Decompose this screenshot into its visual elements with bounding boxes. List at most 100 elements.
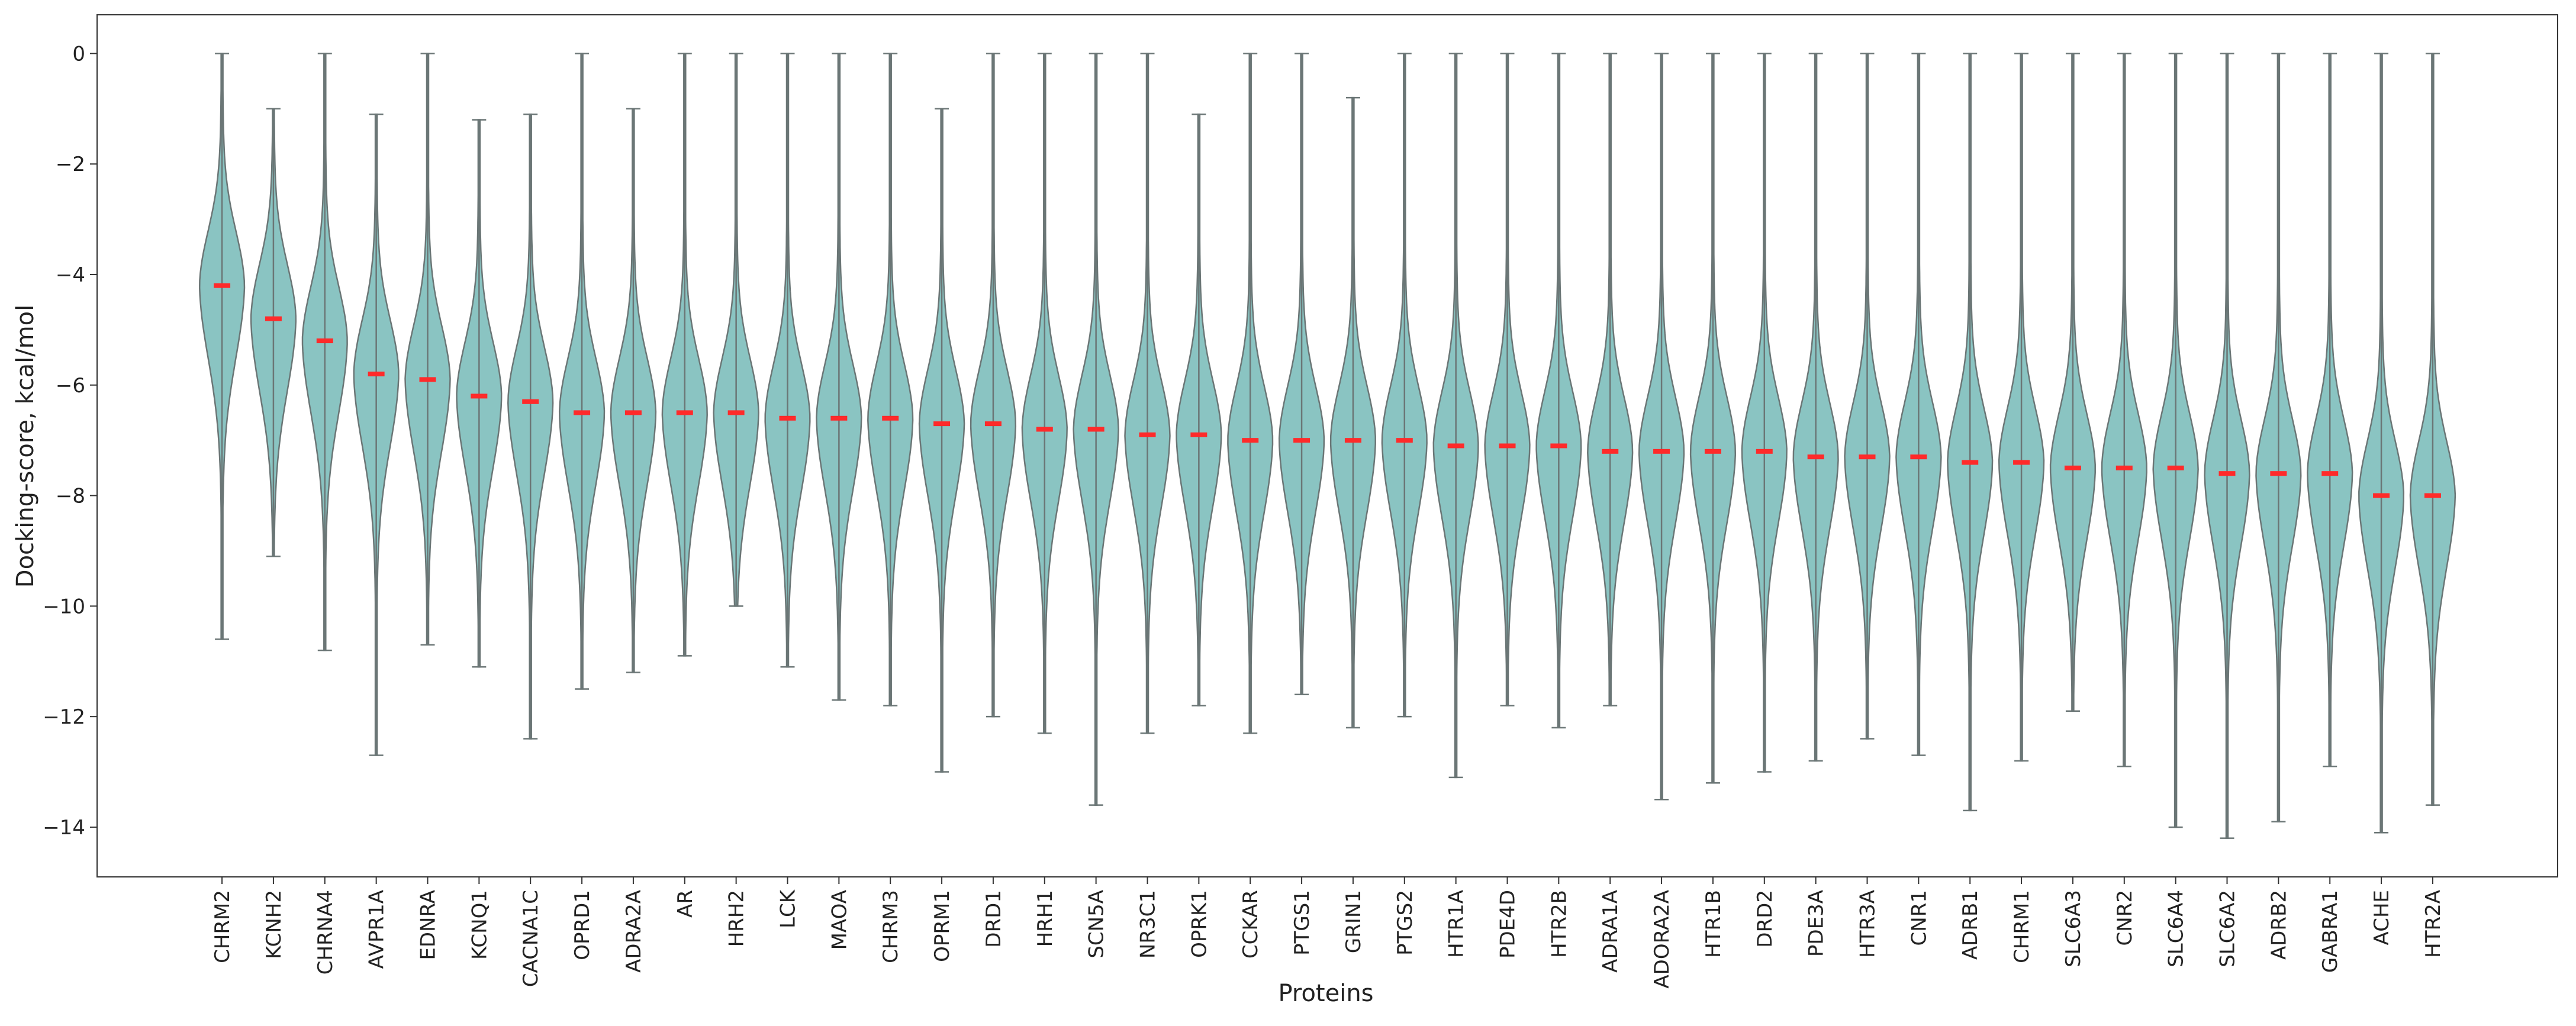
median-marker bbox=[2424, 493, 2441, 498]
x-tick-label: GRIN1 bbox=[1342, 890, 1366, 953]
y-tick-label: −10 bbox=[43, 595, 85, 618]
median-marker bbox=[1704, 449, 1721, 454]
median-marker bbox=[830, 415, 848, 421]
median-marker bbox=[1859, 454, 1876, 460]
plot-frame bbox=[96, 14, 2558, 877]
median-marker bbox=[1910, 454, 1927, 460]
x-tick-label: CHRM2 bbox=[211, 890, 234, 963]
median-marker bbox=[265, 316, 282, 321]
x-tick-label: HRH2 bbox=[725, 890, 749, 947]
y-tick-label: −4 bbox=[56, 263, 85, 287]
median-marker bbox=[624, 410, 642, 415]
x-tick-label: SLC6A4 bbox=[2165, 890, 2188, 967]
y-axis-label: Docking-score, kcal/mol bbox=[12, 305, 39, 588]
median-marker bbox=[574, 410, 591, 415]
x-tick-label: SLC6A3 bbox=[2062, 890, 2085, 967]
x-axis-label: Proteins bbox=[1278, 980, 1373, 1007]
x-tick-label: OPRK1 bbox=[1187, 890, 1211, 958]
median-marker bbox=[1036, 427, 1053, 432]
median-marker bbox=[727, 410, 745, 415]
x-tick-label: HTR2A bbox=[2422, 890, 2445, 958]
median-marker bbox=[1602, 449, 1619, 454]
x-tick-label: PDE3A bbox=[1805, 890, 1828, 957]
median-marker bbox=[2013, 460, 2030, 465]
x-tick-label: OPRM1 bbox=[930, 890, 954, 962]
x-tick-label: ADORA2A bbox=[1650, 890, 1674, 989]
median-marker bbox=[1807, 454, 1824, 460]
median-marker bbox=[2373, 493, 2390, 498]
x-tick-label: CNR1 bbox=[1907, 890, 1931, 946]
median-marker bbox=[1396, 438, 1413, 443]
median-marker bbox=[1242, 438, 1259, 443]
x-tick-label: MAOA bbox=[827, 890, 851, 950]
x-tick-label: CCKAR bbox=[1239, 890, 1263, 959]
median-marker bbox=[1139, 432, 1156, 437]
x-tick-label: NR3C1 bbox=[1136, 890, 1160, 959]
median-marker bbox=[1087, 427, 1105, 432]
median-marker bbox=[2115, 465, 2133, 470]
median-marker bbox=[676, 410, 693, 415]
x-tick-label: PTGS2 bbox=[1393, 890, 1417, 956]
x-tick-label: ADRA2A bbox=[622, 890, 646, 973]
x-tick-label: HTR3A bbox=[1856, 890, 1880, 958]
median-marker bbox=[1499, 443, 1516, 449]
median-marker bbox=[1550, 443, 1567, 449]
x-tick-label: CNR2 bbox=[2113, 890, 2137, 946]
y-tick-label: −2 bbox=[56, 153, 85, 176]
median-marker bbox=[419, 377, 436, 382]
median-marker bbox=[471, 393, 488, 399]
x-tick-label: AR bbox=[674, 890, 697, 918]
x-tick-label: ADRB1 bbox=[1959, 890, 1982, 960]
x-tick-label: CHRNA4 bbox=[314, 890, 337, 975]
x-tick-label: GABRA1 bbox=[2319, 890, 2342, 973]
x-tick-label: SCN5A bbox=[1085, 890, 1109, 959]
x-tick-label: HTR1B bbox=[1702, 890, 1725, 958]
x-tick-label: ADRA1A bbox=[1599, 890, 1622, 973]
median-marker bbox=[933, 421, 951, 427]
median-marker bbox=[1962, 460, 1979, 465]
median-marker bbox=[2321, 471, 2339, 476]
x-tick-label: HTR2B bbox=[1547, 890, 1571, 958]
median-marker bbox=[2218, 471, 2236, 476]
x-tick-label: HTR1A bbox=[1445, 890, 1469, 958]
x-tick-label: ACHE bbox=[2370, 890, 2394, 945]
median-marker bbox=[2167, 465, 2184, 470]
median-marker bbox=[984, 421, 1002, 427]
x-tick-label: EDNRA bbox=[416, 890, 440, 960]
median-marker bbox=[214, 283, 231, 288]
median-marker bbox=[522, 399, 539, 404]
x-tick-label: PTGS1 bbox=[1290, 890, 1314, 956]
x-tick-label: KCNH2 bbox=[262, 890, 286, 959]
median-marker bbox=[1293, 438, 1310, 443]
median-marker bbox=[2064, 465, 2081, 470]
y-tick-label: −12 bbox=[43, 705, 85, 729]
x-tick-label: KCNQ1 bbox=[468, 890, 491, 960]
x-tick-label: DRD2 bbox=[1753, 890, 1777, 948]
y-tick-label: −8 bbox=[56, 485, 85, 508]
y-tick-label: −6 bbox=[56, 374, 85, 398]
median-marker bbox=[368, 372, 385, 377]
x-tick-label: PDE4D bbox=[1496, 890, 1520, 959]
median-marker bbox=[1756, 449, 1773, 454]
median-marker bbox=[2270, 471, 2287, 476]
x-tick-label: OPRD1 bbox=[571, 890, 594, 960]
x-tick-label: AVPR1A bbox=[365, 890, 389, 969]
x-tick-label: ADRB2 bbox=[2267, 890, 2291, 960]
median-marker bbox=[779, 415, 796, 421]
x-tick-label: SLC6A2 bbox=[2216, 890, 2240, 967]
median-marker bbox=[1344, 438, 1361, 443]
y-tick-label: 0 bbox=[72, 42, 85, 66]
median-marker bbox=[1190, 432, 1208, 437]
median-marker bbox=[1653, 449, 1670, 454]
y-tick-label: −14 bbox=[43, 816, 85, 840]
x-tick-label: LCK bbox=[776, 889, 800, 928]
median-marker bbox=[316, 338, 333, 344]
median-marker bbox=[1447, 443, 1464, 449]
x-tick-label: CHRM3 bbox=[879, 890, 903, 963]
x-tick-label: CHRM1 bbox=[2010, 890, 2034, 963]
x-tick-label: HRH1 bbox=[1033, 890, 1057, 947]
x-tick-label: DRD1 bbox=[982, 890, 1006, 948]
median-marker bbox=[882, 415, 899, 421]
